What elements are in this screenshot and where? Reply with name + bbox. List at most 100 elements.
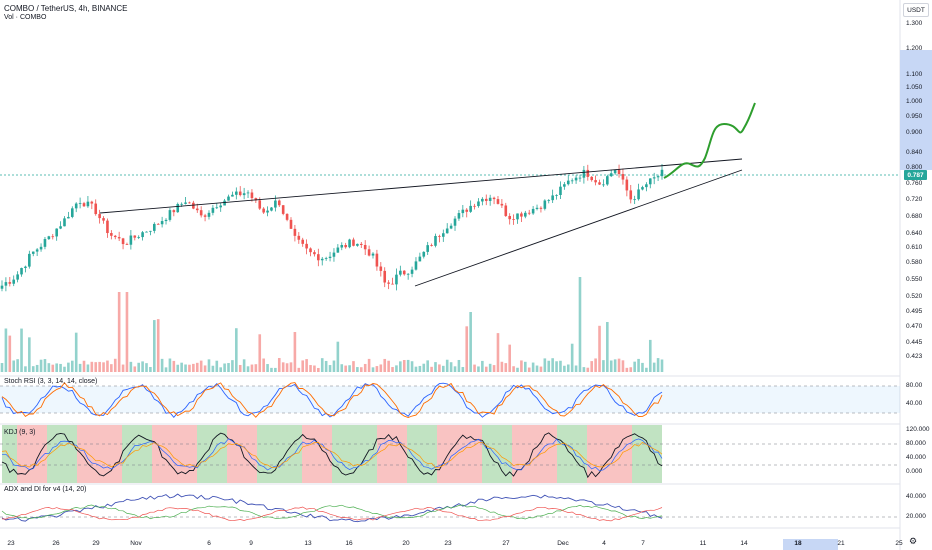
volume-bar (656, 358, 660, 372)
candle-body (492, 197, 496, 200)
candle-body (270, 207, 273, 211)
date-tick: 21 (837, 540, 845, 547)
candle-body (4, 282, 8, 286)
volume-bar (367, 358, 371, 372)
candle-body (246, 192, 250, 194)
volume-bar (418, 365, 422, 372)
volume-bar (180, 362, 183, 372)
volume-bar (633, 361, 636, 372)
volume-bar (535, 365, 539, 372)
candle-body (86, 201, 90, 207)
date-tick: Nov (130, 540, 142, 547)
indicator-tick: 80.00 (906, 382, 923, 389)
kdj-zone (122, 425, 137, 483)
candle-body (82, 203, 86, 207)
candle-body (500, 203, 504, 206)
volume-bar (24, 366, 27, 372)
volume-bar (262, 358, 265, 372)
kdj-zone (392, 425, 407, 483)
volume-bar (207, 359, 211, 372)
date-tick: 20 (402, 540, 410, 547)
candle-body (117, 237, 121, 239)
kdj-zone (227, 425, 242, 483)
date-tick: 23 (7, 540, 15, 547)
volume-bar (145, 363, 148, 372)
candle-body (98, 214, 101, 219)
volume-bar (410, 361, 414, 372)
candle-body (422, 251, 426, 257)
candle-body (258, 200, 262, 209)
candle-body (277, 200, 281, 206)
price-tick: 0.760 (906, 180, 923, 187)
volume-bar (274, 367, 277, 372)
candle-body (8, 282, 12, 284)
volume-bar (328, 365, 332, 372)
volume-bar (348, 365, 351, 372)
gear-icon[interactable]: ⚙ (908, 536, 918, 546)
volume-bar (438, 364, 441, 372)
projection-path (663, 102, 756, 179)
date-tick: 26 (52, 540, 60, 547)
candle-body (524, 212, 527, 217)
price-tick: 0.610 (906, 244, 923, 251)
volume-bar (336, 341, 340, 372)
volume-bar (617, 358, 621, 372)
currency-unit-button[interactable]: USDT (903, 3, 929, 17)
date-tick: 25 (895, 540, 903, 547)
volume-bar (281, 362, 285, 372)
kdj-zone (617, 425, 632, 483)
candle-body (238, 191, 242, 196)
candle-body (570, 180, 574, 182)
candle-body (305, 243, 308, 249)
stoch-rsi-label[interactable]: Stoch RSI (3, 3, 14, 14, close) (4, 378, 98, 385)
price-tick: 0.520 (906, 293, 923, 300)
volume-bar (16, 359, 19, 372)
date-tick: 14 (740, 540, 748, 547)
candle-body (402, 270, 406, 275)
volume-bar (137, 362, 140, 372)
candle-body (645, 184, 648, 188)
volume-bar (648, 339, 652, 372)
volume-bar (59, 363, 62, 372)
volume-bar (559, 360, 562, 372)
volume-bar (113, 358, 117, 372)
candle-body (12, 279, 16, 284)
volume-bar (352, 361, 355, 372)
volume-bar (8, 335, 12, 372)
kdj-zone (107, 425, 122, 483)
volume-bar (94, 362, 98, 372)
volume-bar (297, 367, 301, 372)
candle-body (192, 202, 195, 209)
candle-body (67, 216, 70, 219)
volume-bar (574, 365, 578, 372)
kdj-zone (167, 425, 182, 483)
volume-bar (246, 366, 250, 372)
candle-body (74, 203, 78, 209)
volume-bar (70, 360, 74, 372)
kdj-k-line (2, 438, 663, 472)
candle-body (637, 189, 640, 200)
volume-bar (153, 320, 156, 372)
candle-body (504, 205, 508, 216)
candle-body (555, 194, 558, 196)
adx-label[interactable]: ADX and DI for v4 (14, 20) (4, 486, 87, 493)
candle-body (539, 207, 543, 209)
kdj-label[interactable]: KDJ (9, 3) (4, 429, 36, 436)
kdj-zone (272, 425, 287, 483)
volume-bar (12, 360, 16, 372)
date-tick: 13 (304, 540, 312, 547)
volume-bar (449, 362, 453, 372)
volume-bar (484, 366, 488, 372)
candle-body (274, 200, 277, 208)
candle-body (520, 213, 523, 217)
adx-line (1, 493, 663, 523)
volume-bar (539, 366, 543, 372)
current-price-tag: 0.787 (904, 170, 927, 180)
volume-bar (379, 364, 383, 372)
volume-bar (387, 360, 390, 372)
candle-body (387, 282, 390, 284)
volume-bar (488, 363, 492, 372)
candle-body (235, 191, 238, 195)
